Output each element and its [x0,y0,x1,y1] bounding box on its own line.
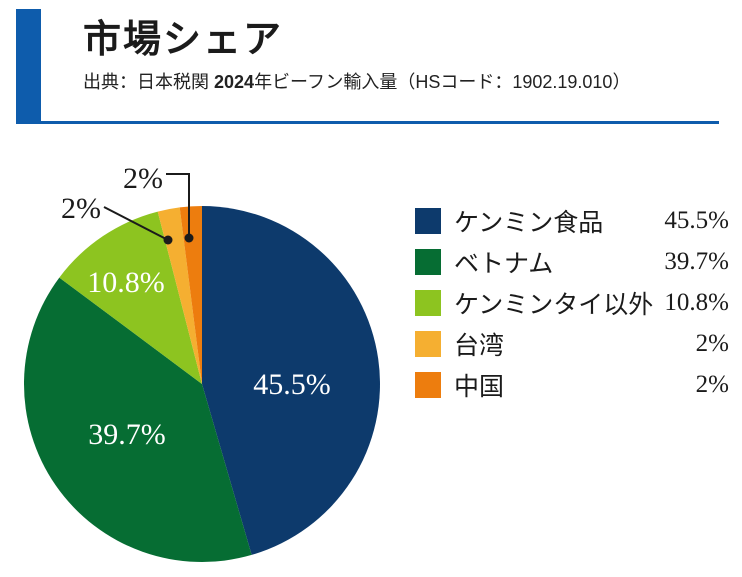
legend-row: ベトナム 39.7% [415,246,729,278]
legend-row: ケンミン食品 45.5% [415,205,729,237]
pie-label: 45.5% [253,368,331,401]
legend-swatch [415,207,441,234]
legend-label: ベトナム [454,250,554,278]
pie-slice-5 [179,206,202,384]
legend-label: 台湾 [454,332,505,360]
pie-label: 2% [61,192,101,225]
pie-slice-2 [23,277,252,562]
pie-labels: 45.5% 39.7% 10.8% 2% 2% [61,162,331,451]
legend-row: 台湾 2% [415,328,729,360]
leader-dot-taiwan [163,235,173,245]
legend-value: 10.8% [664,288,729,316]
legend-row: 中国 2% [415,369,729,401]
source-prefix: 出典：日本税関 [83,72,215,92]
leader-dot-china [184,233,194,243]
pie-label: 2% [123,162,163,195]
header-accent-bar [16,9,41,124]
legend-swatch [415,371,441,398]
pie-slice-4 [157,207,202,384]
leader-line-taiwan [103,206,169,241]
source-year: 2024 [214,72,255,92]
legend-label: ケンミンタイ以外 [454,291,654,319]
legend-label: ケンミン食品 [454,209,604,237]
header-underline [16,121,719,124]
pie-slice-3 [59,211,202,384]
pie-label: 10.8% [87,266,165,299]
legend-swatch [415,289,441,316]
legend-label: 中国 [454,373,505,401]
legend-value: 2% [695,329,729,357]
leader-line-china [166,173,190,238]
legend-row: ケンミンタイ以外 10.8% [415,287,729,319]
legend-value: 39.7% [664,247,729,275]
page-title: 市場シェア [83,19,284,61]
legend-swatch [415,330,441,357]
legend-value: 45.5% [664,206,729,234]
legend: ケンミン食品 45.5% ベトナム 39.7% ケンミンタイ以外 10.8% 台湾 2% 中国 2… [415,205,729,401]
source-note: 出典：日本税関 2024年ビーフン輸入量（HSコード：1902.19.010） [83,68,630,94]
legend-value: 2% [695,370,729,398]
source-suffix: 年ビーフン輸入量（HSコード：1902.19.010） [254,72,631,92]
pie-slice-1 [202,206,380,555]
pie-slices [23,206,380,562]
pie-label: 39.7% [88,418,166,451]
legend-swatch [415,248,441,275]
